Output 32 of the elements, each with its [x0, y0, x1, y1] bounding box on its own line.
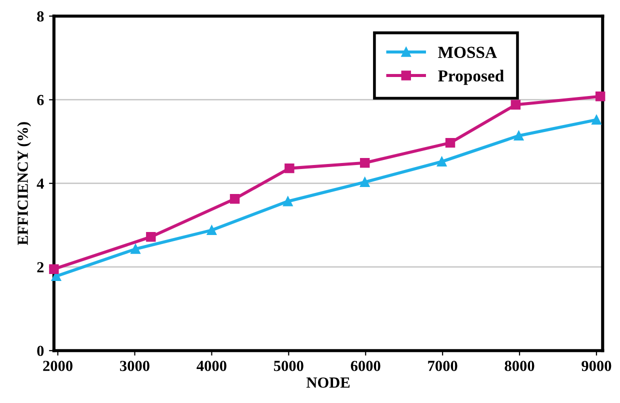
point [230, 194, 240, 204]
point [510, 100, 521, 110]
point [130, 244, 140, 254]
point [592, 114, 602, 125]
x-tick-label: 9000 [582, 360, 612, 372]
x-tick-label: 2000 [43, 360, 72, 372]
point [445, 138, 456, 148]
point [436, 156, 447, 166]
x-tick-label: 8000 [504, 360, 534, 372]
x-tick-label: 6000 [350, 360, 380, 372]
legend-label: MOSSA [438, 46, 497, 58]
y-tick-label: 4 [36, 178, 44, 189]
point [206, 225, 217, 236]
legend-label: Proposed [438, 70, 504, 85]
point [360, 158, 370, 168]
point [49, 264, 59, 274]
point [595, 92, 606, 102]
point [514, 130, 524, 141]
x-tick-label: 3000 [120, 360, 150, 372]
x-axis-title: NODE [306, 377, 350, 388]
x-tick-label: 5000 [274, 360, 304, 372]
y-axis-title: EFFICIENCY (%) [17, 122, 32, 245]
point [360, 177, 370, 187]
y-tick-label: 6 [37, 94, 44, 106]
y-tick-label: 2 [37, 262, 44, 272]
point [284, 163, 294, 174]
y-tick-label: 8 [37, 11, 44, 22]
x-tick-label: 7000 [428, 360, 458, 372]
x-tick-label: 4000 [196, 360, 226, 372]
point [283, 196, 293, 206]
point [146, 232, 156, 242]
y-tick-label: 0 [37, 346, 44, 356]
